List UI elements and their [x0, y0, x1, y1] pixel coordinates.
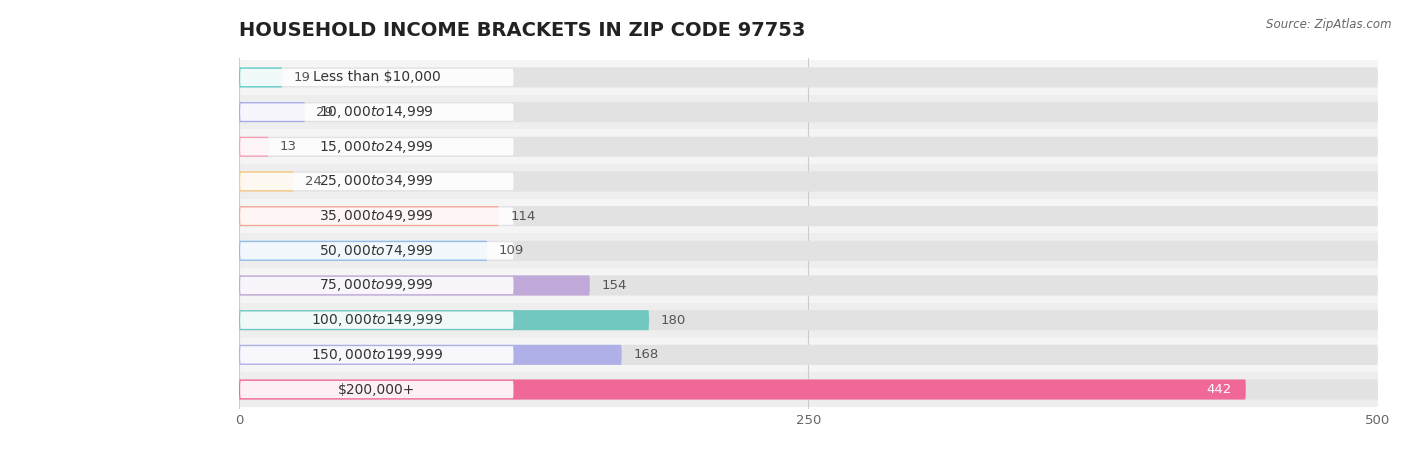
Bar [11, 164, 1406, 199]
FancyBboxPatch shape [240, 138, 513, 155]
Text: $15,000 to $24,999: $15,000 to $24,999 [319, 139, 434, 155]
FancyBboxPatch shape [239, 379, 1378, 400]
FancyBboxPatch shape [239, 67, 1378, 88]
Text: 24: 24 [305, 175, 322, 188]
Bar [11, 268, 1406, 303]
Bar [11, 338, 1406, 372]
Bar [11, 233, 1406, 268]
Bar [11, 129, 1406, 164]
Text: 114: 114 [510, 210, 536, 223]
FancyBboxPatch shape [239, 275, 589, 295]
FancyBboxPatch shape [239, 345, 621, 365]
FancyBboxPatch shape [240, 242, 513, 260]
FancyBboxPatch shape [240, 346, 513, 364]
FancyBboxPatch shape [240, 173, 513, 190]
Bar [11, 60, 1406, 95]
Text: 19: 19 [294, 71, 311, 84]
Text: $10,000 to $14,999: $10,000 to $14,999 [319, 104, 434, 120]
FancyBboxPatch shape [239, 275, 1378, 295]
Text: 154: 154 [602, 279, 627, 292]
FancyBboxPatch shape [240, 207, 513, 225]
Text: 13: 13 [280, 140, 297, 153]
FancyBboxPatch shape [239, 102, 1378, 122]
FancyBboxPatch shape [240, 277, 513, 294]
Bar [11, 303, 1406, 338]
Bar [11, 199, 1406, 233]
FancyBboxPatch shape [239, 241, 488, 261]
FancyBboxPatch shape [240, 69, 513, 86]
Text: 29: 29 [316, 106, 333, 119]
Text: $200,000+: $200,000+ [337, 383, 416, 396]
Text: $35,000 to $49,999: $35,000 to $49,999 [319, 208, 434, 224]
FancyBboxPatch shape [240, 381, 513, 398]
Bar [11, 372, 1406, 407]
Text: $100,000 to $149,999: $100,000 to $149,999 [311, 312, 443, 328]
Text: $50,000 to $74,999: $50,000 to $74,999 [319, 243, 434, 259]
FancyBboxPatch shape [240, 103, 513, 121]
FancyBboxPatch shape [240, 312, 513, 329]
FancyBboxPatch shape [239, 172, 1378, 192]
Text: HOUSEHOLD INCOME BRACKETS IN ZIP CODE 97753: HOUSEHOLD INCOME BRACKETS IN ZIP CODE 97… [239, 22, 806, 40]
FancyBboxPatch shape [239, 345, 1378, 365]
Bar [11, 95, 1406, 129]
FancyBboxPatch shape [239, 241, 1378, 261]
Text: $25,000 to $34,999: $25,000 to $34,999 [319, 173, 434, 189]
FancyBboxPatch shape [239, 102, 305, 122]
Text: 168: 168 [633, 348, 658, 361]
FancyBboxPatch shape [239, 137, 1378, 157]
FancyBboxPatch shape [239, 67, 283, 88]
FancyBboxPatch shape [239, 379, 1246, 400]
Text: $75,000 to $99,999: $75,000 to $99,999 [319, 277, 434, 294]
FancyBboxPatch shape [239, 172, 294, 192]
Text: Source: ZipAtlas.com: Source: ZipAtlas.com [1267, 18, 1392, 31]
Text: 109: 109 [499, 244, 524, 257]
FancyBboxPatch shape [239, 310, 650, 330]
Text: $150,000 to $199,999: $150,000 to $199,999 [311, 347, 443, 363]
FancyBboxPatch shape [239, 137, 269, 157]
FancyBboxPatch shape [239, 310, 1378, 330]
Text: 180: 180 [661, 314, 686, 327]
Text: Less than $10,000: Less than $10,000 [314, 70, 440, 84]
Text: 442: 442 [1206, 383, 1232, 396]
FancyBboxPatch shape [239, 206, 1378, 226]
FancyBboxPatch shape [239, 206, 499, 226]
